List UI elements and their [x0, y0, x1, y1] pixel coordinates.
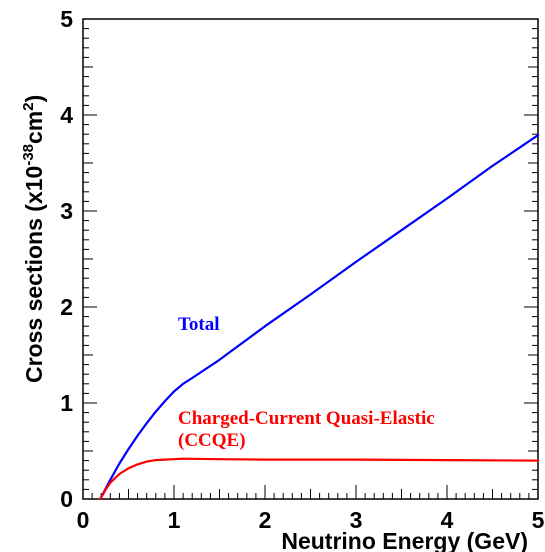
annotation-total: Total	[178, 314, 220, 335]
x-tick-label: 4	[441, 507, 454, 533]
x-tick-label: 3	[350, 507, 363, 533]
y-axis-title: Cross sections (x10-38cm2)	[20, 95, 47, 383]
series-line-ccqe	[99, 457, 540, 501]
annotation-ccqe-abbrev: (CCQE)	[178, 430, 246, 451]
x-tick-label: 0	[77, 507, 90, 533]
y-tick-label: 2	[60, 294, 73, 320]
y-tick-label: 5	[60, 6, 73, 32]
x-axis-title: Neutrino Energy (GeV)	[281, 528, 528, 552]
tick-labels: 0 1 2 3 4 5 0 1 2 3 4 5	[60, 6, 544, 533]
x-tick-label: 1	[168, 507, 181, 533]
x-tick-label: 2	[259, 507, 272, 533]
axis-ticks	[82, 18, 539, 500]
y-tick-label: 3	[60, 198, 73, 224]
series-line-total	[99, 134, 540, 501]
x-tick-label: 5	[532, 507, 545, 533]
series-lines	[99, 134, 540, 501]
y-tick-label: 4	[60, 102, 73, 128]
annotation-ccqe: Charged-Current Quasi-Elastic	[178, 408, 435, 429]
y-tick-label: 0	[60, 486, 73, 512]
y-tick-label: 1	[60, 390, 73, 416]
